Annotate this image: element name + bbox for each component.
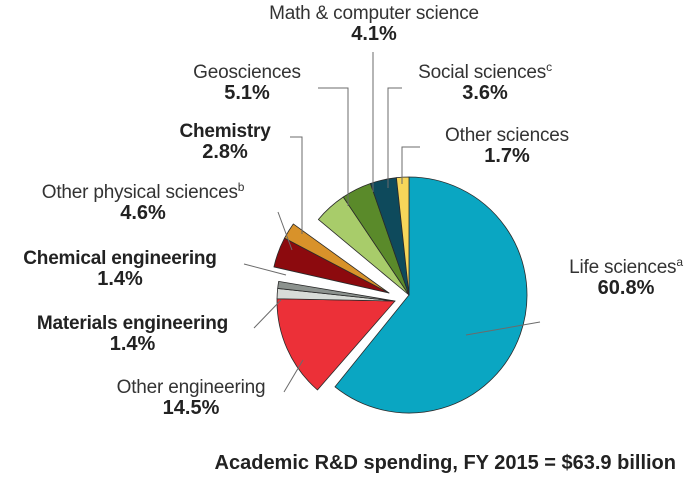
label-value: 3.6%: [462, 81, 508, 104]
label-other-physical-sciences: Other physical sciencesb 4.6%: [18, 180, 268, 224]
leader-line-other-sciences: [401, 146, 420, 184]
label-materials-engineering: Materials engineering 1.4%: [10, 314, 255, 355]
label-value: 2.8%: [202, 140, 248, 163]
leader-line-chemical-engineering: [243, 263, 287, 276]
chart-title: Academic R&D spending, FY 2015 = $63.9 b…: [214, 452, 676, 474]
label-value: 4.6%: [120, 201, 166, 224]
label-value: 1.4%: [109, 332, 156, 355]
label-value: 4.1%: [351, 22, 397, 45]
label-social-sciences: Social sciencesc 3.6%: [400, 60, 570, 104]
label-name: Materials engineering: [36, 313, 229, 334]
pie-slice-chemical-engineering: [277, 281, 396, 302]
leader-line-geosciences: [318, 87, 349, 206]
leader-line-social-sciences: [387, 87, 402, 188]
label-life-sciences: Life sciencesa 60.8%: [552, 255, 700, 299]
pie-slice-life-sciences: [334, 176, 528, 414]
label-value: 14.5%: [162, 396, 220, 419]
label-name: Other sciences: [445, 125, 569, 146]
label-name: Other engineering: [116, 377, 266, 398]
label-other-engineering: Other engineering 14.5%: [96, 378, 286, 419]
label-name: Math & computer science: [269, 3, 479, 24]
label-name: Life sciencesa: [569, 255, 683, 278]
leader-line-life-sciences: [465, 321, 541, 336]
label-math-computer-science: Math & computer science 4.1%: [224, 4, 524, 45]
leader-line-other-engineering: [283, 359, 304, 393]
label-chemistry: Chemistry 2.8%: [160, 122, 290, 163]
label-name: Other physical sciencesb: [41, 180, 245, 203]
pie-slice-other-sciences: [396, 176, 410, 296]
leader-line-other-physical-sciences: [277, 211, 293, 251]
label-name: Chemistry: [179, 121, 271, 142]
label-chemical-engineering: Chemical engineering 1.4%: [0, 249, 240, 290]
label-value: 5.1%: [224, 81, 270, 104]
leader-line-chemistry: [290, 136, 303, 234]
label-value: 1.4%: [97, 267, 143, 290]
label-value: 60.8%: [597, 276, 655, 299]
pie-slice-chemistry: [284, 223, 390, 294]
leader-line-materials-engineering: [253, 299, 282, 329]
label-name: Chemical engineering: [23, 248, 217, 269]
label-geosciences: Geosciences 5.1%: [182, 63, 312, 104]
label-value: 1.7%: [484, 144, 530, 167]
label-name: Social sciencesc: [418, 60, 552, 83]
label-other-sciences: Other sciences 1.7%: [422, 126, 592, 167]
label-name: Geosciences: [193, 62, 301, 83]
